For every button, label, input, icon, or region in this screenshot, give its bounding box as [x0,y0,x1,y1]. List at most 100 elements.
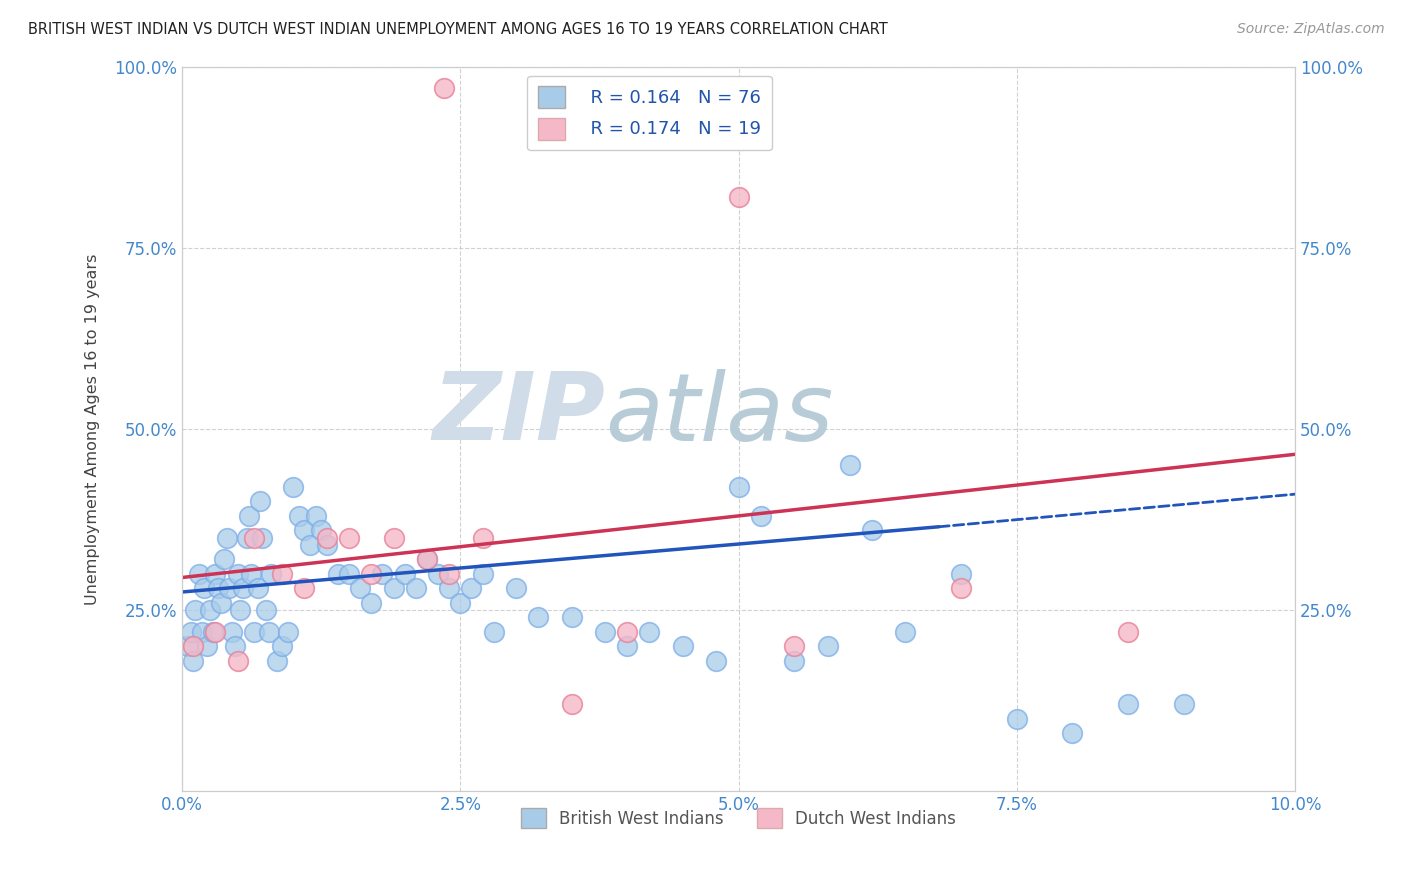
Point [382,582,405,596]
Point [371,566,394,581]
Point [315,538,337,552]
Point [260,566,283,581]
Point [181,654,204,668]
Point [433,81,456,95]
Point [326,566,349,581]
Point [204,624,226,639]
Point [226,566,249,581]
Point [704,654,727,668]
Point [460,582,482,596]
Point [349,582,371,596]
Point [232,582,254,596]
Point [449,596,471,610]
Text: BRITISH WEST INDIAN VS DUTCH WEST INDIAN UNEMPLOYMENT AMONG AGES 16 TO 19 YEARS : BRITISH WEST INDIAN VS DUTCH WEST INDIAN… [28,22,887,37]
Point [749,508,772,523]
Point [471,566,494,581]
Point [783,654,806,668]
Point [226,654,249,668]
Legend: British West Indians, Dutch West Indians: British West Indians, Dutch West Indians [515,801,963,835]
Point [337,531,360,545]
Point [238,508,260,523]
Point [271,566,294,581]
Point [184,603,207,617]
Y-axis label: Unemployment Among Ages 16 to 19 years: Unemployment Among Ages 16 to 19 years [86,253,100,605]
Point [250,531,273,545]
Point [299,538,322,552]
Point [838,458,860,472]
Point [207,582,229,596]
Point [416,552,439,566]
Point [672,640,695,654]
Point [437,582,460,596]
Point [437,566,460,581]
Point [1173,698,1195,712]
Point [187,566,209,581]
Point [204,566,226,581]
Point [191,624,214,639]
Point [315,531,337,545]
Point [249,494,271,508]
Point [337,566,360,581]
Point [215,531,238,545]
Point [257,624,280,639]
Point [860,524,883,538]
Point [224,640,246,654]
Point [294,524,316,538]
Point [394,566,416,581]
Point [727,190,749,204]
Point [218,582,240,596]
Point [505,582,527,596]
Point [950,582,973,596]
Point [195,640,218,654]
Point [221,624,243,639]
Point [727,480,749,494]
Point [360,566,382,581]
Point [593,624,616,639]
Point [181,640,204,654]
Point [202,624,225,639]
Point [382,531,405,545]
Point [1062,726,1084,740]
Point [277,624,299,639]
Point [561,610,583,624]
Point [616,640,638,654]
Point [416,552,439,566]
Point [471,531,494,545]
Point [209,596,232,610]
Point [240,566,263,581]
Point [950,566,973,581]
Point [616,624,638,639]
Point [193,582,215,596]
Point [638,624,661,639]
Point [288,508,311,523]
Text: ZIP: ZIP [432,368,605,460]
Point [243,624,266,639]
Point [527,610,550,624]
Point [405,582,427,596]
Text: Source: ZipAtlas.com: Source: ZipAtlas.com [1237,22,1385,37]
Point [271,640,294,654]
Point [235,531,257,545]
Point [427,566,450,581]
Point [783,640,806,654]
Text: atlas: atlas [605,369,834,460]
Point [294,582,316,596]
Point [304,508,326,523]
Point [176,640,198,654]
Point [360,596,382,610]
Point [482,624,505,639]
Point [817,640,839,654]
Point [246,582,269,596]
Point [894,624,917,639]
Point [309,524,332,538]
Point [561,698,583,712]
Point [283,480,305,494]
Point [198,603,221,617]
Point [1116,624,1139,639]
Point [254,603,277,617]
Point [1116,698,1139,712]
Point [180,624,202,639]
Point [243,531,266,545]
Point [229,603,252,617]
Point [1005,712,1028,726]
